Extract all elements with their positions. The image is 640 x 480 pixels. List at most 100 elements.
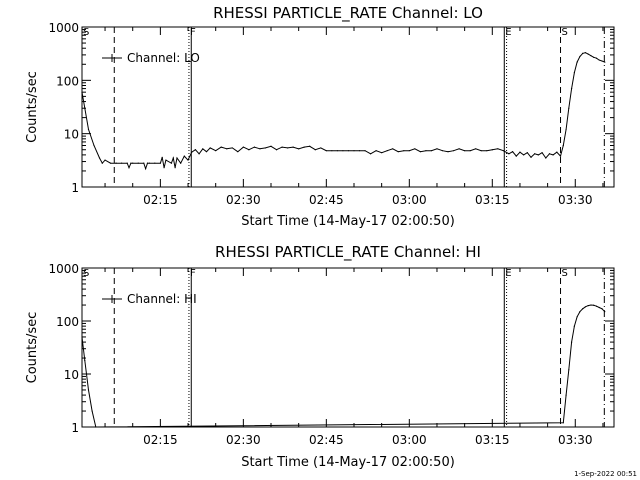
data-point <box>464 150 466 152</box>
data-point <box>220 146 222 148</box>
data-point <box>447 151 449 153</box>
data-point <box>369 153 372 155</box>
data-point <box>198 153 200 155</box>
data-point <box>587 53 589 55</box>
data-point <box>565 128 567 131</box>
data-point <box>242 146 244 148</box>
data-point <box>146 162 149 164</box>
data-point <box>180 162 182 164</box>
data-point <box>101 162 103 164</box>
x-tick-label: 03:00 <box>392 193 427 207</box>
x-tick-label: 03:15 <box>475 433 510 447</box>
x-tick-label: 02:45 <box>309 193 344 207</box>
data-point <box>194 149 197 151</box>
data-point <box>441 150 444 152</box>
data-point <box>128 167 130 169</box>
data-point <box>537 154 539 156</box>
event-marker-label: F <box>190 27 196 38</box>
data-point <box>593 304 595 306</box>
y-tick-label: 10 <box>64 368 79 382</box>
data-point <box>392 148 394 150</box>
y-axis-label: Counts/sec <box>25 312 40 384</box>
data-point <box>145 168 147 170</box>
data-point <box>165 159 167 161</box>
data-point <box>545 157 547 159</box>
data-point <box>115 162 117 164</box>
data-point <box>436 148 438 150</box>
x-axis-label: Start Time (14-May-17 02:00:50) <box>241 214 455 229</box>
data-point <box>552 154 554 156</box>
data-point <box>264 147 267 149</box>
data-point <box>170 162 173 164</box>
data-point <box>137 162 139 164</box>
data-point <box>595 57 598 59</box>
data-point <box>154 162 156 164</box>
data-point <box>163 167 165 169</box>
series-line <box>81 52 605 171</box>
legend-label: Channel: LO <box>127 51 200 65</box>
x-tick-label: 02:30 <box>226 193 261 207</box>
data-point <box>458 148 460 150</box>
data-point <box>573 325 575 327</box>
data-point <box>573 71 575 74</box>
data-point <box>215 150 217 152</box>
data-point <box>519 151 521 153</box>
y-tick-label: 1000 <box>48 262 79 276</box>
data-point <box>148 162 150 164</box>
data-point <box>209 147 211 149</box>
data-point <box>562 422 564 424</box>
x-tick-label: 02:30 <box>226 433 261 447</box>
data-point <box>579 55 581 58</box>
y-tick-label: 1 <box>71 421 79 435</box>
data-point <box>130 162 132 164</box>
data-point <box>81 91 83 93</box>
data-point <box>174 167 176 169</box>
data-point <box>87 128 90 131</box>
data-point <box>582 308 584 310</box>
data-point <box>397 151 399 153</box>
data-point <box>534 153 536 155</box>
data-point <box>126 162 128 164</box>
series-line <box>81 304 606 428</box>
x-tick-label: 02:15 <box>143 193 178 207</box>
y-tick-label: 1 <box>71 181 79 195</box>
data-point <box>598 59 600 61</box>
data-point <box>298 148 300 150</box>
data-point <box>292 146 294 148</box>
data-point <box>562 144 564 147</box>
data-point <box>598 306 600 309</box>
data-point <box>419 151 421 153</box>
data-point <box>403 150 405 152</box>
data-point <box>132 162 134 164</box>
data-point <box>408 150 410 152</box>
y-tick-label: 1000 <box>48 21 79 35</box>
data-point <box>187 159 189 161</box>
data-point <box>590 304 592 306</box>
data-point <box>381 152 383 154</box>
x-tick-label: 03:30 <box>558 433 593 447</box>
data-point <box>480 150 482 152</box>
data-point <box>331 150 333 152</box>
data-point <box>570 87 573 90</box>
data-point <box>281 146 283 148</box>
data-point <box>237 151 239 153</box>
event-marker-label: F <box>190 268 196 279</box>
data-point <box>604 61 606 63</box>
data-point <box>253 146 256 148</box>
data-point <box>109 162 112 164</box>
data-point <box>202 148 204 150</box>
data-point <box>430 150 433 152</box>
data-point <box>84 107 86 109</box>
data-point <box>541 152 543 154</box>
data-point <box>161 156 163 158</box>
event-marker-label: S <box>562 268 568 279</box>
x-tick-label: 03:30 <box>558 193 593 207</box>
data-point <box>320 147 322 149</box>
data-point <box>91 410 93 412</box>
data-point <box>570 341 573 343</box>
data-point <box>526 152 528 154</box>
data-point <box>530 156 532 158</box>
data-point <box>275 149 278 151</box>
data-point <box>576 61 578 63</box>
data-point <box>508 153 510 155</box>
